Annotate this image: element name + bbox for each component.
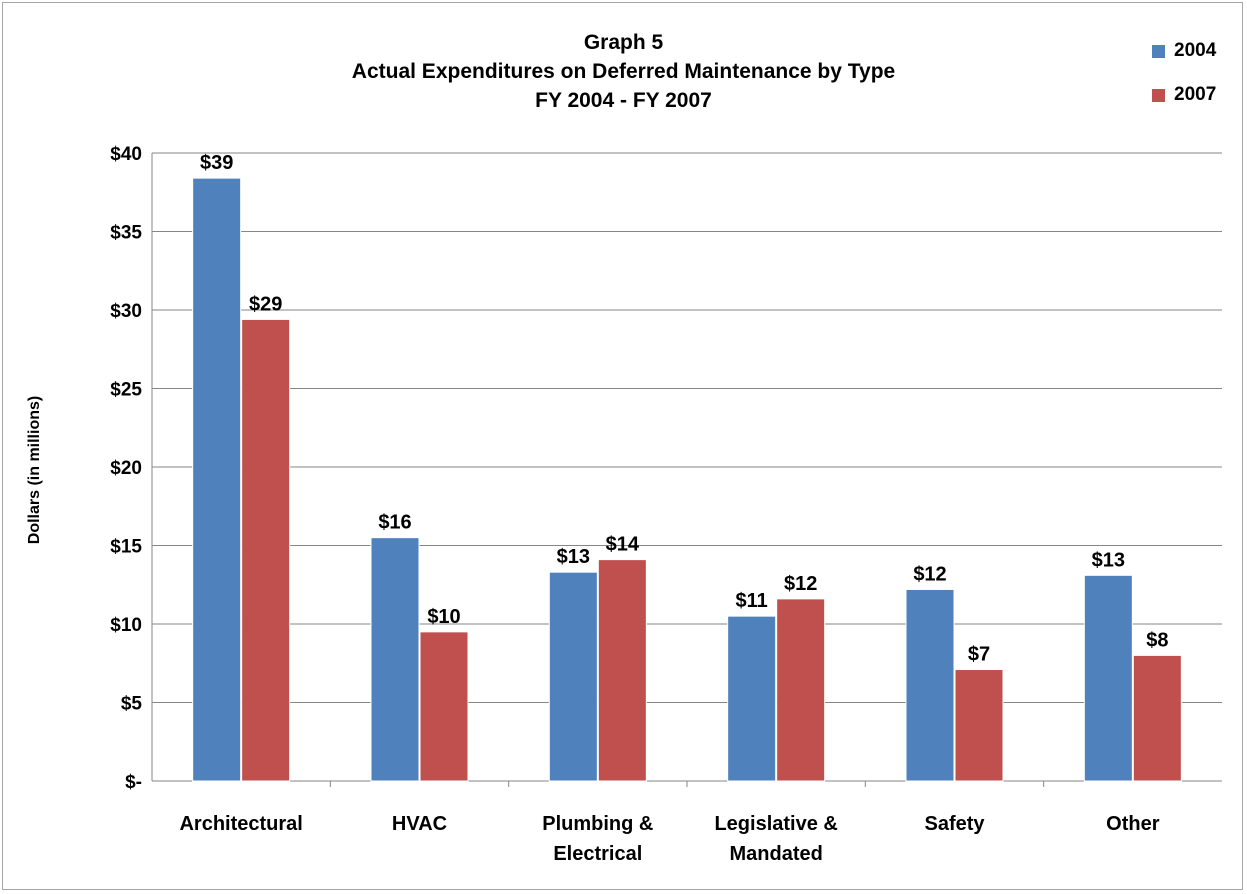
bar-2007 [1132,654,1182,782]
legend-label-2007: 2007 [1174,84,1217,105]
data-label-2004: $39 [200,152,233,174]
bar-2004 [548,571,598,782]
data-label-2007: $14 [606,534,640,556]
y-tick-label: $30 [110,301,142,322]
data-label-2004: $12 [913,563,946,585]
legend-label-2004: 2004 [1174,40,1217,61]
x-tick-label: Architectural [179,813,302,835]
bar-2004 [905,588,955,782]
bar-2007 [597,559,647,782]
x-tick-label: Other [1106,813,1160,835]
data-label-2007: $29 [249,293,282,315]
data-label-2004: $13 [557,546,590,568]
x-tick-label: Legislative & [714,813,837,835]
y-tick-label: $- [125,772,142,793]
data-label-2007: $8 [1146,629,1168,651]
legend-swatch-2004 [1152,44,1165,58]
bar-2007 [776,598,826,782]
bar-2007 [954,669,1004,782]
bar-2007 [241,318,291,782]
bar-2004 [370,537,420,782]
bar-2004 [1083,574,1133,782]
data-label-2004: $16 [378,512,411,534]
x-tick-label: Plumbing & [542,813,653,835]
x-tick-label: Safety [924,813,985,835]
data-label-2004: $11 [736,590,768,612]
legend-item-2004: 2004 [1152,36,1216,66]
bar-2007 [419,631,469,782]
chart-legend: 2004 2007 [1152,36,1216,124]
x-tick-label: Mandated [729,843,822,865]
data-label-2007: $10 [427,606,460,628]
y-tick-label: $20 [110,458,142,479]
data-label-2007: $12 [784,573,817,595]
y-tick-label: $10 [110,615,142,636]
data-label-2004: $13 [1092,549,1125,571]
y-tick-label: $25 [110,380,142,401]
legend-item-2007: 2007 [1152,80,1216,110]
x-tick-label: HVAC [392,813,447,835]
y-tick-label: $35 [110,223,142,244]
x-tick-label: Electrical [553,843,642,865]
bar-2004 [727,615,777,782]
bar-2004 [192,177,242,782]
y-tick-label: $5 [121,694,143,715]
y-tick-label: $15 [110,537,142,558]
y-tick-label: $40 [110,144,142,165]
legend-swatch-2007 [1152,88,1165,102]
data-label-2007: $7 [968,644,990,666]
